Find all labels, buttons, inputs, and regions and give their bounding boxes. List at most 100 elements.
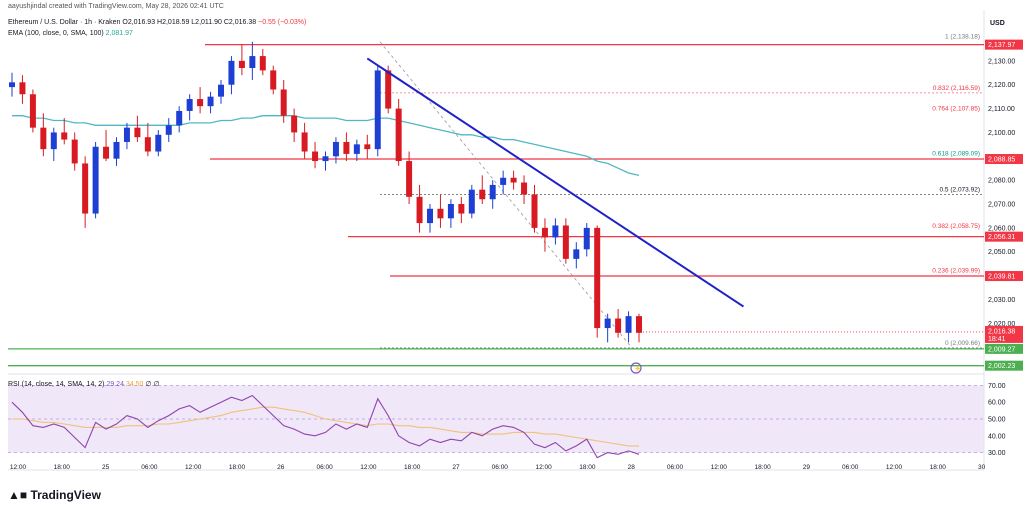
candle-body [447,204,454,219]
candle-body [583,227,590,250]
candle-body [573,249,580,259]
candle-body [92,146,99,214]
time-tick-label: 06:00 [842,464,859,471]
time-tick-label: 18:00 [579,464,596,471]
candle-body [291,115,298,133]
candle-body [71,139,78,164]
bearish-trendline [366,57,745,308]
candle-body [186,99,193,111]
fib-diagonal-line [379,41,633,349]
candle-body [9,82,15,88]
ohlc-values: O2,016.93 H2,018.59 L2,011.90 C2,016.38 [122,19,257,26]
fib-level-label: 0.382 (2,058.75) [932,223,980,230]
candle-body [364,144,371,150]
rsi-tick-label: 50.00 [988,417,1006,424]
candle-body [406,161,413,197]
candle-body [280,89,287,116]
level-price-label: 2,009.27 [988,346,1015,353]
time-tick-label: 12:00 [886,464,903,471]
level-price-label: 2,039.81 [988,274,1015,281]
current-price-label: 2,016.38 [988,328,1015,335]
level-price-label: 2,137.97 [988,42,1015,49]
level-price-tag [985,39,1023,50]
price-tick-label: 2,050.00 [988,249,1015,256]
price-tick-label: 2,030.00 [988,297,1015,304]
time-tick-label: 25 [102,464,110,471]
candle-body [322,156,329,162]
candle-body [604,318,611,329]
candle-body [552,225,559,238]
fib-level-label: 0.832 (2,116.59) [933,85,980,92]
currency-label[interactable]: USD [990,20,1005,27]
candle-body [343,141,350,154]
rsi-ma-value: 34.50 [125,381,144,388]
candle-body [301,132,308,152]
candle-body [562,225,569,259]
candle-body [40,127,47,150]
price-tick-label: 2,130.00 [988,58,1015,65]
ema-indicator-legend[interactable]: EMA (100, close, 0, SMA, 100) 2,081.97 [8,30,133,37]
time-tick-label: 18:00 [754,464,771,471]
time-tick-label: 06:00 [492,464,509,471]
candle-body [61,132,68,140]
candle-body [207,96,214,107]
level-price-tag [985,360,1023,371]
rsi-label: RSI (14, close, 14, SMA, 14, 2) [8,381,105,388]
fib-level-label: 0.618 (2,089.09) [932,150,980,157]
candle-body [228,60,235,85]
candle-body [29,94,36,128]
price-tick-label: 2,080.00 [988,178,1015,185]
price-tick-label: 2,020.00 [988,321,1015,328]
candle-body [176,110,183,126]
symbol-name[interactable]: Ethereum / U.S. Dollar · 1h · Kraken [8,19,121,26]
level-price-label: 2,002.23 [988,363,1015,370]
tradingview-logo: ▲■ TradingView [8,488,101,502]
price-tick-label: 2,060.00 [988,225,1015,232]
candle-body [541,227,548,238]
rsi-tick-label: 30.00 [988,450,1006,457]
time-tick-label: 12:00 [711,464,728,471]
fib-level-label: 0.764 (2,107.85) [932,106,980,113]
time-tick-label: 30 [978,464,986,471]
candle-body [259,56,266,71]
candle-body [468,189,475,214]
lightning-icon [630,362,642,374]
ema-label: EMA (100, close, 0, SMA, 100) [8,30,104,37]
rsi-value: 29.24 [106,381,124,388]
candle-body [103,146,110,159]
current-price-tag [985,325,1023,343]
time-tick-label: 18:00 [229,464,246,471]
candle-body [489,184,496,200]
candle-body [165,125,172,135]
time-tick-label: 18:00 [930,464,947,471]
level-price-tag [985,231,1023,242]
time-tick-label: 26 [277,464,285,471]
rsi-line [11,394,640,459]
brand-name: TradingView [30,488,101,502]
candle-body [134,127,141,138]
candle-body [123,127,130,142]
level-price-tag [985,154,1023,165]
rsi-indicator-legend[interactable]: RSI (14, close, 14, SMA, 14, 2) 29.24 34… [8,380,160,388]
candle-body [458,204,465,214]
level-price-label: 2,056.31 [988,234,1015,241]
rsi-extra-values: ∅ ∅ [145,381,160,388]
candle-body [636,316,642,333]
candle-body [521,182,528,195]
candle-body [385,70,392,109]
candle-body [50,132,57,150]
time-tick-label: 06:00 [141,464,158,471]
candle-body [374,70,381,150]
candle-body [19,82,26,95]
ema-value: 2,081.97 [105,30,133,37]
candle-body [427,208,433,224]
ema-line [12,115,640,177]
candle-body [144,137,151,152]
fib-level-label: 0.236 (2,039.99) [932,268,980,275]
candle-body [395,108,402,162]
time-tick-label: 12:00 [185,464,202,471]
candle-body [625,316,632,333]
price-tick-label: 2,100.00 [988,130,1015,137]
candle-body [510,177,517,183]
